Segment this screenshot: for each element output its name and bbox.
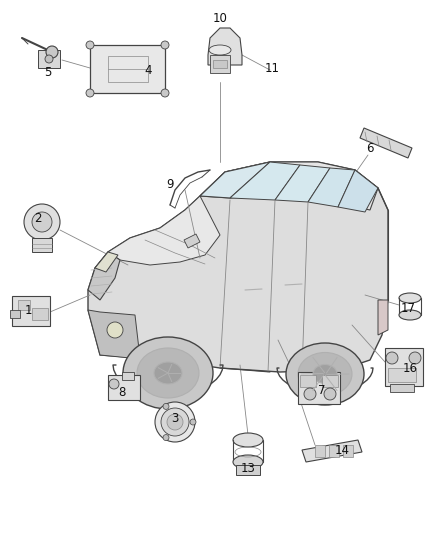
Polygon shape [275, 165, 330, 202]
Circle shape [190, 419, 196, 425]
Ellipse shape [209, 45, 231, 55]
Circle shape [109, 379, 119, 389]
Bar [315, 445, 325, 457]
Circle shape [161, 89, 169, 97]
Polygon shape [95, 252, 118, 272]
Polygon shape [200, 162, 378, 210]
Bar [90, 45, 165, 93]
Text: 14: 14 [335, 443, 350, 456]
Circle shape [409, 352, 421, 364]
Polygon shape [208, 28, 242, 65]
Ellipse shape [137, 348, 199, 398]
Circle shape [167, 414, 183, 430]
Circle shape [107, 322, 123, 338]
Bar [385, 348, 423, 386]
Text: 9: 9 [166, 179, 174, 191]
Bar [10, 310, 20, 318]
Circle shape [386, 352, 398, 364]
Ellipse shape [154, 362, 182, 384]
Text: 7: 7 [318, 384, 326, 397]
Bar [108, 56, 148, 82]
Circle shape [32, 212, 52, 232]
Text: 5: 5 [44, 66, 52, 78]
Polygon shape [360, 128, 412, 158]
Polygon shape [88, 252, 120, 300]
Circle shape [86, 41, 94, 49]
Bar [38, 50, 60, 68]
Bar [122, 372, 134, 380]
Ellipse shape [233, 433, 263, 447]
Polygon shape [184, 234, 200, 248]
Text: 16: 16 [403, 361, 417, 375]
Bar [322, 375, 338, 387]
Polygon shape [200, 162, 270, 198]
Circle shape [155, 402, 195, 442]
Bar [32, 238, 52, 252]
Circle shape [324, 388, 336, 400]
Text: 10: 10 [212, 12, 227, 25]
Text: 3: 3 [171, 411, 179, 424]
Polygon shape [378, 300, 388, 335]
Bar [390, 384, 414, 392]
Circle shape [24, 204, 60, 240]
Ellipse shape [123, 337, 213, 409]
Circle shape [46, 46, 58, 58]
Text: 13: 13 [240, 462, 255, 474]
Ellipse shape [399, 293, 421, 303]
Bar [300, 375, 316, 387]
Ellipse shape [286, 343, 364, 405]
Circle shape [86, 89, 94, 97]
Polygon shape [88, 310, 140, 358]
Text: 8: 8 [118, 385, 126, 399]
Bar [236, 465, 260, 475]
Bar [108, 375, 140, 400]
Text: 2: 2 [34, 212, 42, 224]
Bar [298, 372, 340, 404]
Text: 4: 4 [144, 63, 152, 77]
Circle shape [163, 403, 169, 409]
Circle shape [45, 55, 53, 63]
Ellipse shape [233, 455, 263, 469]
Circle shape [163, 434, 169, 441]
Text: 17: 17 [400, 302, 416, 314]
Bar [12, 296, 50, 326]
Bar [329, 445, 339, 457]
Ellipse shape [313, 365, 337, 384]
Polygon shape [308, 168, 355, 207]
Bar [18, 300, 30, 310]
Text: 6: 6 [366, 141, 374, 155]
Polygon shape [108, 196, 220, 265]
Circle shape [304, 388, 316, 400]
Circle shape [161, 41, 169, 49]
Ellipse shape [399, 310, 421, 320]
Bar [388, 368, 416, 382]
Circle shape [161, 408, 189, 436]
Bar [343, 445, 353, 457]
Polygon shape [302, 440, 362, 462]
Text: 11: 11 [265, 61, 279, 75]
Text: 1: 1 [24, 303, 32, 317]
Polygon shape [338, 170, 378, 212]
Bar [32, 308, 48, 320]
Bar [213, 60, 227, 68]
Polygon shape [230, 162, 300, 200]
Ellipse shape [298, 352, 352, 395]
Polygon shape [88, 162, 388, 372]
Bar [210, 55, 230, 73]
